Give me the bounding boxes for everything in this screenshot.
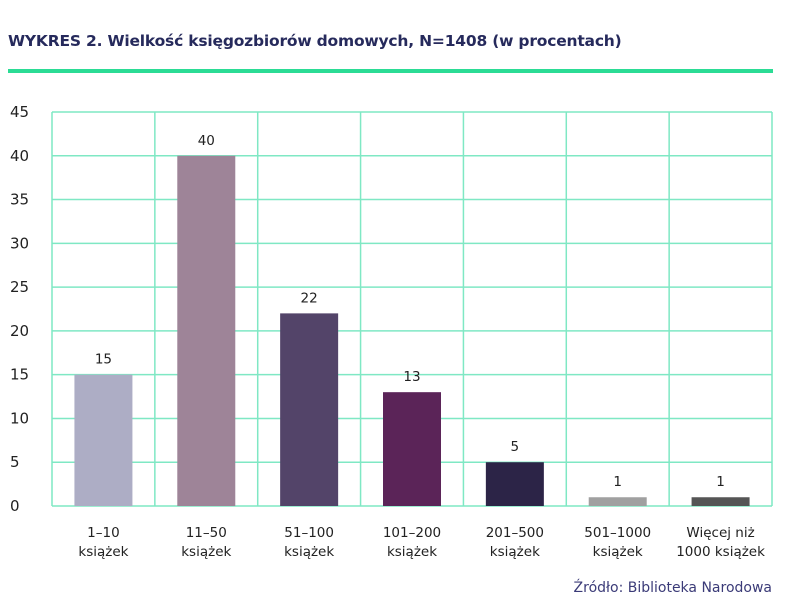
x-tick-label: 501–1000 [584,525,651,541]
x-tick-label: książek [490,544,540,560]
y-tick-label: 10 [10,409,29,427]
x-tick-label: Więcej niż [686,525,754,541]
data-label: 22 [301,290,318,306]
x-tick-label: 101–200 [383,525,441,541]
y-tick-label: 35 [10,191,29,209]
y-tick-label: 15 [10,366,29,384]
y-tick-label: 40 [10,147,29,165]
x-tick-label: 1000 książek [676,544,765,560]
y-tick-label: 45 [10,103,29,121]
bar [485,462,544,506]
x-tick-label: 1–10 [87,525,120,541]
data-label: 1 [716,474,725,490]
data-label: 1 [613,474,622,490]
x-tick-label: książek [387,544,437,560]
x-tick-label: 51–100 [284,525,334,541]
source-note: Źródło: Biblioteka Narodowa [573,580,772,596]
y-tick-label: 5 [10,453,20,471]
data-label: 5 [511,439,520,455]
x-tick-label: książek [593,544,643,560]
x-tick-label: książek [284,544,334,560]
bar [691,497,750,506]
bar [280,313,339,506]
y-tick-label: 25 [10,278,29,296]
x-tick-label: książek [181,544,231,560]
chart-title: WYKRES 2. Wielkość księgozbiorów domowyc… [8,32,622,50]
bar [383,392,441,506]
bar [177,155,236,506]
bar [74,374,133,506]
y-tick-label: 0 [10,497,20,515]
x-tick-label: książek [78,544,128,560]
y-tick-label: 30 [10,234,29,252]
bar [588,497,647,506]
x-tick-label: 201–500 [486,525,544,541]
x-tick-label: 11–50 [186,525,227,541]
data-label: 15 [95,352,112,368]
data-label: 40 [198,133,215,149]
y-tick-label: 20 [10,322,29,340]
data-label: 13 [403,369,420,385]
title-divider [8,69,773,73]
